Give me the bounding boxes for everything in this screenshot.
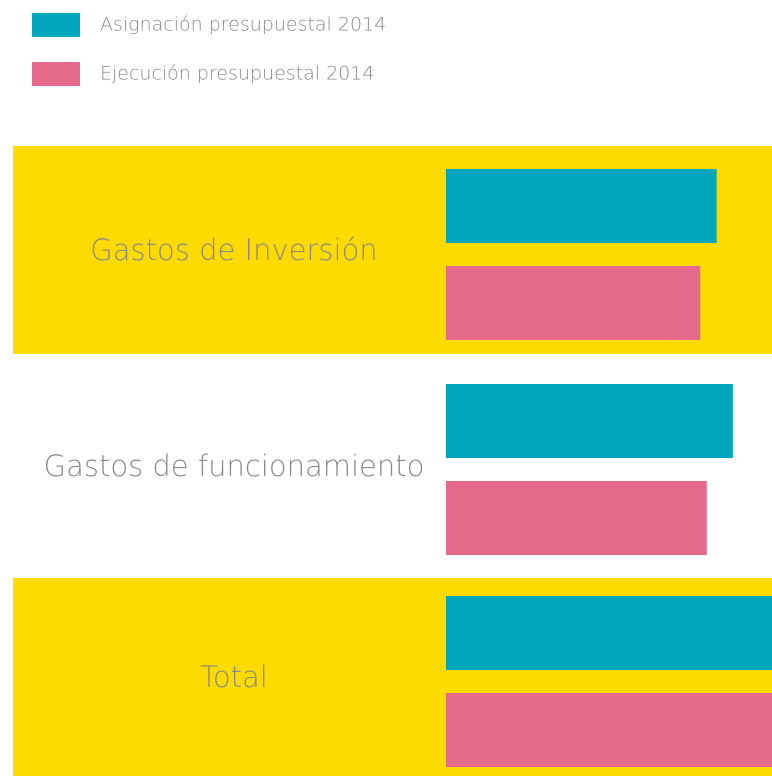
legend-swatch (32, 13, 80, 37)
bar (446, 596, 772, 670)
legend-label: Asignación presupuestal 2014 (100, 14, 386, 36)
bar (446, 384, 733, 458)
category-label: Gastos de funcionamiento (44, 449, 425, 483)
category-label: Gastos de Inversión (90, 233, 377, 267)
bar (446, 266, 701, 340)
bar (446, 481, 707, 555)
bar (446, 693, 772, 767)
legend-swatch (32, 62, 80, 86)
category-label: Total (200, 660, 268, 694)
legend-label: Ejecución presupuestal 2014 (100, 63, 374, 85)
bar (446, 169, 717, 243)
